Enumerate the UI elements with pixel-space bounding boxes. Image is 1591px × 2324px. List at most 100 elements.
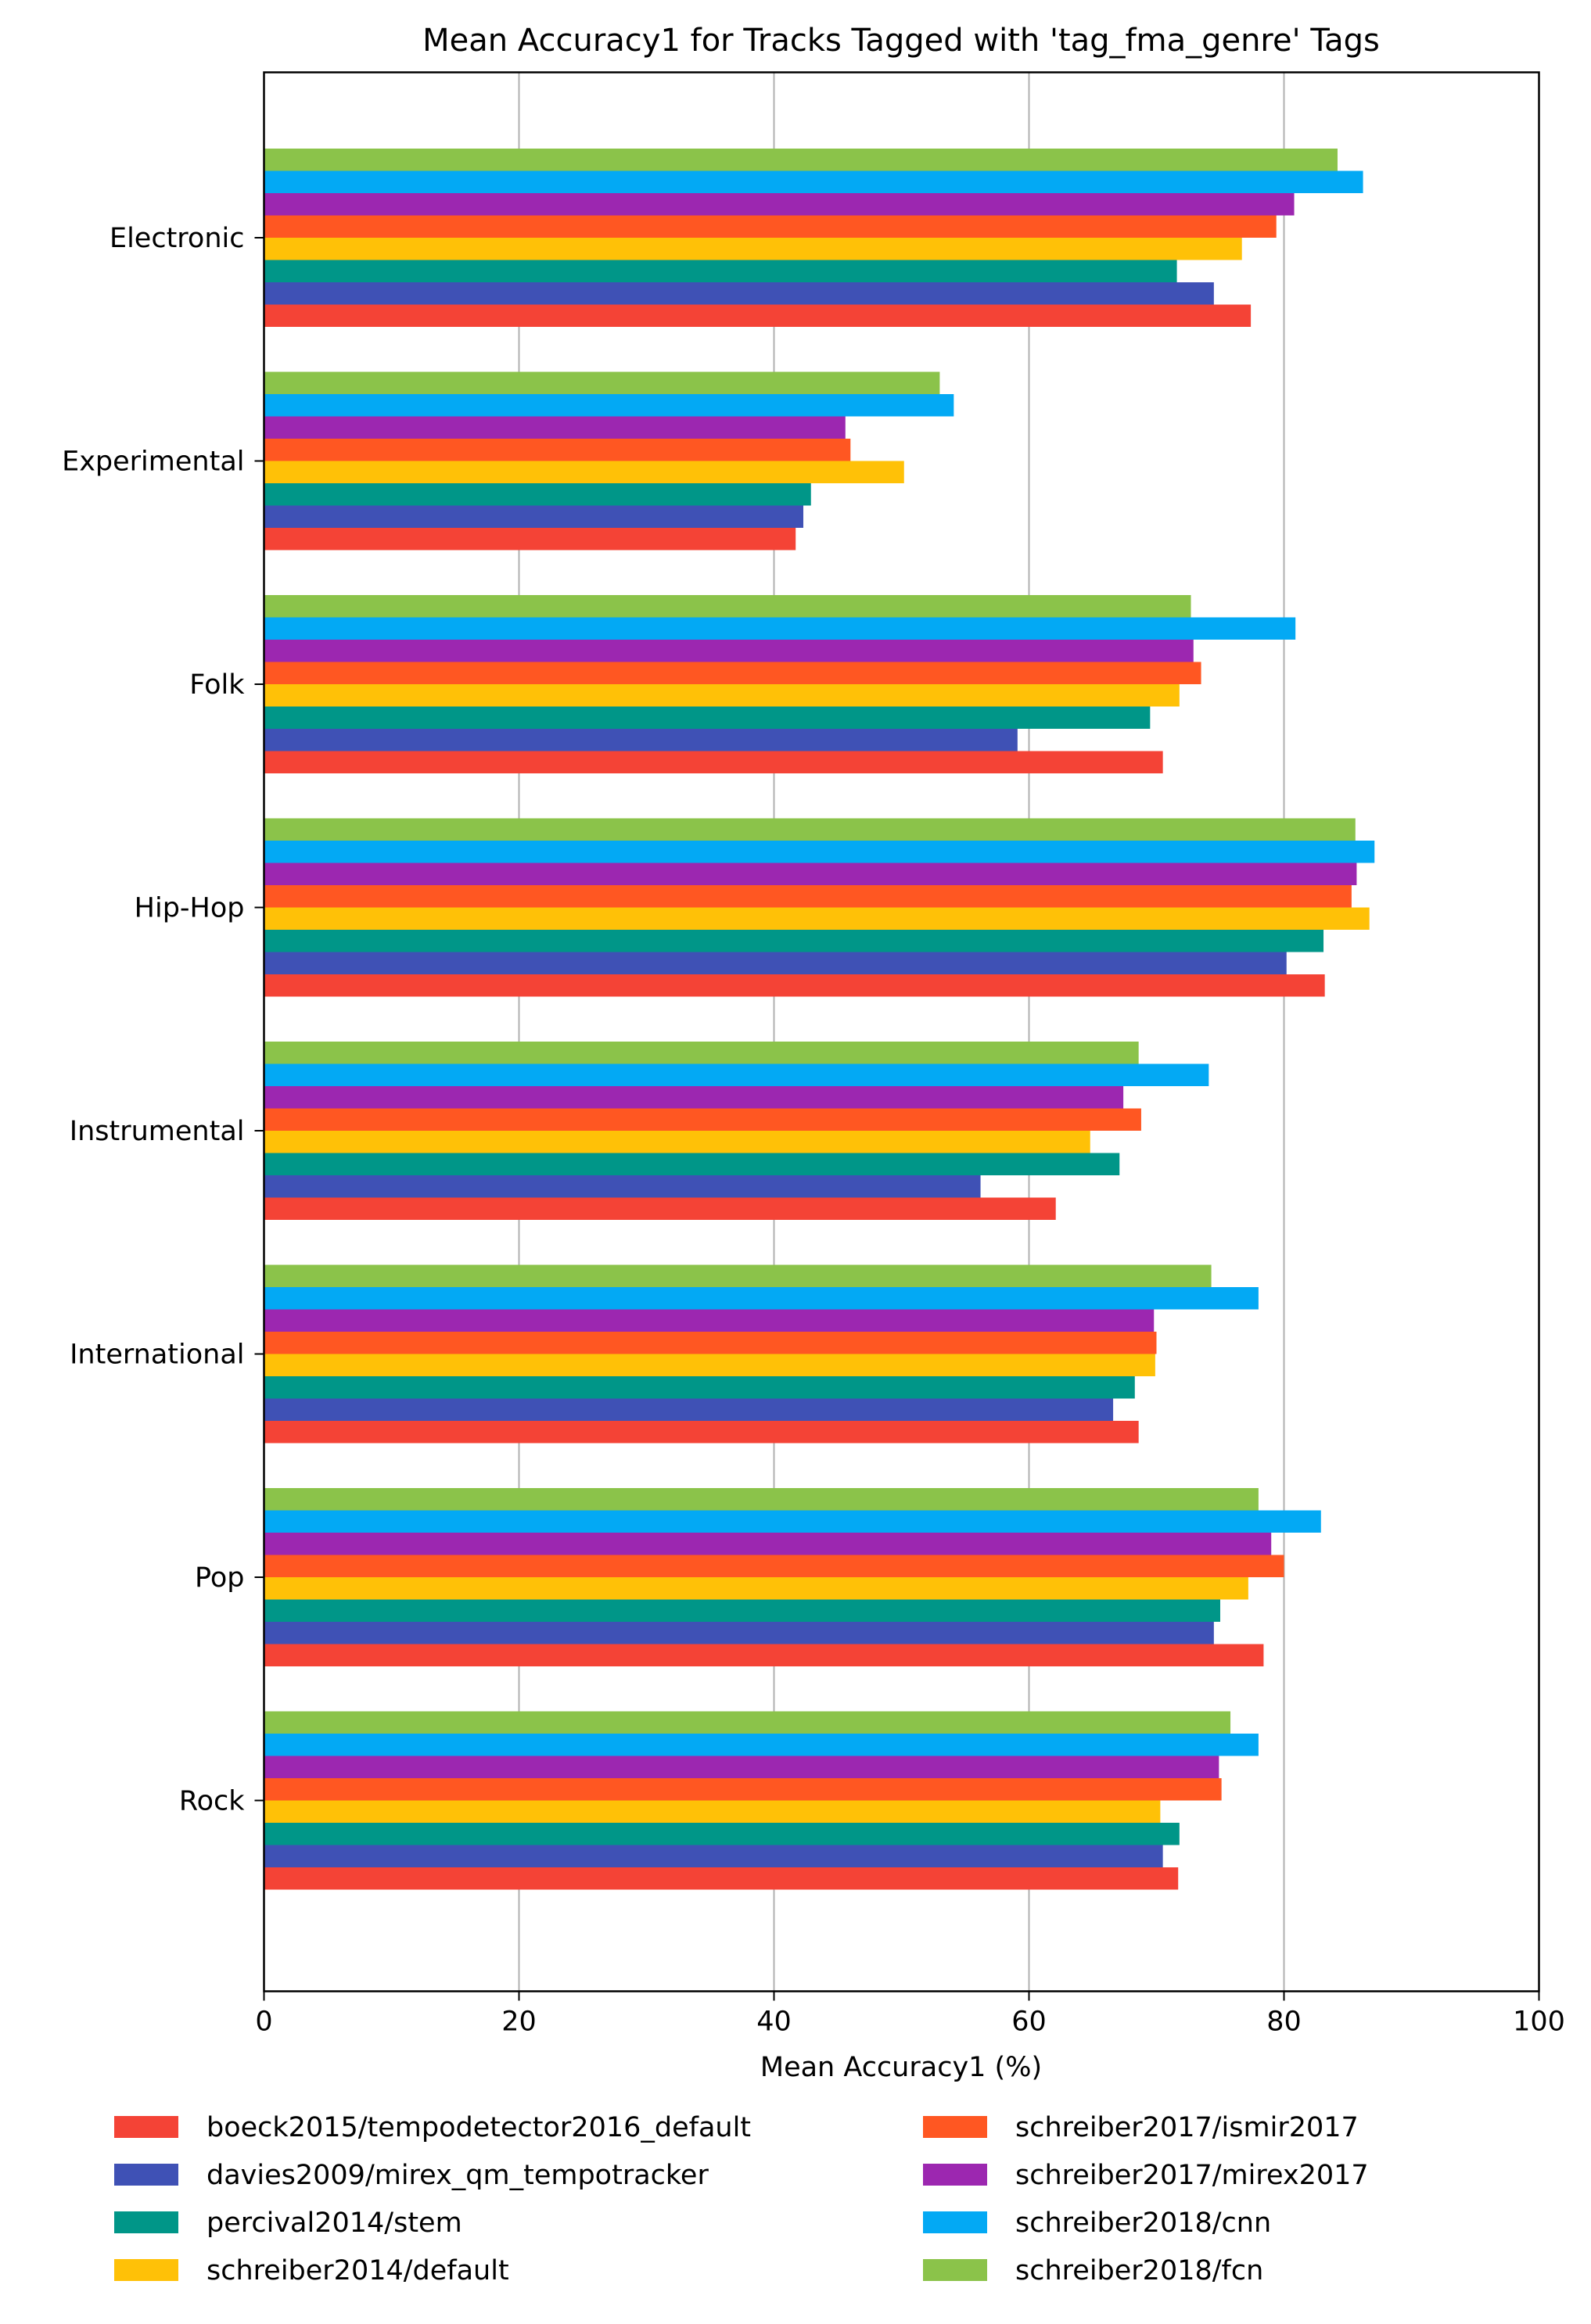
legend-swatch-schreiber2014-default (114, 2259, 178, 2281)
bar-hip-hop-schreiber2017-ismir2017 (264, 885, 1352, 908)
bar-pop-schreiber2017-ismir2017 (264, 1555, 1284, 1577)
bar-folk-schreiber2014-default (264, 684, 1180, 707)
bar-rock-schreiber2018-cnn (264, 1734, 1259, 1756)
bar-folk-schreiber2017-mirex2017 (264, 640, 1194, 662)
bar-electronic-boeck2015-tempodetector2016-default (264, 304, 1252, 327)
legend-label-percival2014-stem: percival2014/stem (207, 2207, 462, 2239)
x-tick-label-100: 100 (1513, 2007, 1565, 2038)
y-tick-label-hip-hop: Hip-Hop (135, 893, 245, 924)
bar-hip-hop-schreiber2018-cnn (264, 841, 1375, 863)
bar-electronic-schreiber2017-mirex2017 (264, 193, 1295, 216)
bar-international-davies2009-mirex-qm-tempotracker (264, 1398, 1114, 1421)
axis-ticks: 0 20 40 60 80 100 Electronic Experimental Folk Hi… (62, 223, 1565, 2038)
bar-electronic-schreiber2018-cnn (264, 170, 1363, 193)
bar-rock-percival2014-stem (264, 1823, 1180, 1845)
x-tick-label-20: 20 (501, 2007, 537, 2038)
bar-international-schreiber2018-cnn (264, 1287, 1259, 1310)
bar-folk-boeck2015-tempodetector2016-default (264, 751, 1163, 773)
y-tick-label-folk: Folk (189, 669, 245, 701)
bar-hip-hop-schreiber2018-fcn (264, 818, 1356, 841)
bar-experimental-percival2014-stem (264, 483, 811, 506)
bar-experimental-schreiber2017-mirex2017 (264, 416, 846, 439)
bar-instrumental-schreiber2017-ismir2017 (264, 1108, 1141, 1131)
y-tick-label-international: International (70, 1340, 244, 1371)
bar-rock-davies2009-mirex-qm-tempotracker (264, 1845, 1163, 1867)
legend: boeck2015/tempodetector2016_defaultdavie… (114, 2112, 1369, 2286)
bar-pop-schreiber2014-default (264, 1577, 1248, 1600)
bar-hip-hop-schreiber2014-default (264, 907, 1370, 930)
bar-instrumental-schreiber2018-cnn (264, 1063, 1209, 1086)
legend-swatch-schreiber2017-mirex2017 (923, 2164, 987, 2186)
bar-electronic-schreiber2014-default (264, 238, 1242, 260)
legend-swatch-percival2014-stem (114, 2211, 178, 2233)
bar-experimental-boeck2015-tempodetector2016-default (264, 528, 796, 551)
y-tick-label-instrumental: Instrumental (70, 1116, 245, 1147)
bar-folk-davies2009-mirex-qm-tempotracker (264, 729, 1018, 751)
plot-frame (263, 71, 1540, 1992)
bar-international-schreiber2017-ismir2017 (264, 1332, 1157, 1354)
chart-title: Mean Accuracy1 for Tracks Tagged with 't… (422, 23, 1380, 59)
bar-experimental-schreiber2018-cnn (264, 394, 954, 417)
x-axis-label: Mean Accuracy1 (%) (760, 2052, 1042, 2083)
bar-pop-schreiber2017-mirex2017 (264, 1533, 1272, 1555)
bar-pop-schreiber2018-fcn (264, 1488, 1259, 1511)
bar-international-percival2014-stem (264, 1376, 1135, 1399)
bar-pop-boeck2015-tempodetector2016-default (264, 1644, 1264, 1666)
bar-experimental-schreiber2017-ismir2017 (264, 439, 851, 461)
bar-rock-boeck2015-tempodetector2016-default (264, 1867, 1179, 1890)
bar-instrumental-davies2009-mirex-qm-tempotracker (264, 1175, 981, 1198)
legend-label-schreiber2018-cnn: schreiber2018/cnn (1015, 2207, 1271, 2239)
grid-lines (518, 72, 1285, 1992)
bar-rock-schreiber2017-mirex2017 (264, 1756, 1219, 1778)
legend-label-schreiber2018-fcn: schreiber2018/fcn (1015, 2255, 1263, 2286)
bars (264, 149, 1375, 1890)
bar-folk-schreiber2018-cnn (264, 617, 1296, 640)
legend-swatch-schreiber2017-ismir2017 (923, 2116, 987, 2138)
legend-label-davies2009-mirex-qm-tempotracker: davies2009/mirex_qm_tempotracker (207, 2160, 709, 2191)
bar-international-schreiber2017-mirex2017 (264, 1309, 1155, 1332)
bar-pop-percival2014-stem (264, 1599, 1220, 1622)
x-tick-label-60: 60 (1011, 2007, 1047, 2038)
bar-electronic-schreiber2017-ismir2017 (264, 215, 1277, 238)
bar-instrumental-boeck2015-tempodetector2016-default (264, 1197, 1056, 1220)
y-tick-label-rock: Rock (179, 1786, 245, 1817)
bar-electronic-schreiber2018-fcn (264, 149, 1338, 171)
legend-label-schreiber2017-ismir2017: schreiber2017/ismir2017 (1015, 2112, 1359, 2143)
bar-rock-schreiber2014-default (264, 1800, 1161, 1823)
x-tick-label-80: 80 (1266, 2007, 1302, 2038)
bar-pop-davies2009-mirex-qm-tempotracker (264, 1622, 1214, 1644)
legend-label-schreiber2014-default: schreiber2014/default (207, 2255, 509, 2286)
legend-swatch-davies2009-mirex-qm-tempotracker (114, 2164, 178, 2186)
bar-instrumental-percival2014-stem (264, 1153, 1120, 1175)
y-tick-label-experimental: Experimental (62, 447, 244, 478)
x-tick-label-0: 0 (255, 2007, 272, 2038)
legend-swatch-schreiber2018-fcn (923, 2259, 987, 2281)
bar-pop-schreiber2018-cnn (264, 1510, 1321, 1533)
bar-experimental-schreiber2018-fcn (264, 371, 940, 394)
bar-rock-schreiber2018-fcn (264, 1711, 1231, 1734)
bar-instrumental-schreiber2014-default (264, 1131, 1090, 1153)
bar-international-schreiber2014-default (264, 1354, 1155, 1376)
x-tick-label-40: 40 (756, 2007, 792, 2038)
bar-folk-schreiber2018-fcn (264, 595, 1191, 618)
bar-experimental-davies2009-mirex-qm-tempotracker (264, 505, 803, 528)
legend-label-boeck2015-tempodetector2016-default: boeck2015/tempodetector2016_default (207, 2112, 751, 2143)
bar-rock-schreiber2017-ismir2017 (264, 1778, 1222, 1801)
bar-electronic-percival2014-stem (264, 260, 1177, 282)
bar-folk-schreiber2017-ismir2017 (264, 662, 1201, 684)
bar-international-schreiber2018-fcn (264, 1264, 1212, 1287)
legend-label-schreiber2017-mirex2017: schreiber2017/mirex2017 (1015, 2160, 1369, 2191)
bar-hip-hop-schreiber2017-mirex2017 (264, 863, 1357, 885)
bar-hip-hop-percival2014-stem (264, 930, 1324, 952)
bar-instrumental-schreiber2018-fcn (264, 1042, 1139, 1064)
bar-experimental-schreiber2014-default (264, 461, 904, 483)
bar-hip-hop-davies2009-mirex-qm-tempotracker (264, 952, 1287, 974)
bar-hip-hop-boeck2015-tempodetector2016-default (264, 974, 1325, 997)
legend-swatch-schreiber2018-cnn (923, 2211, 987, 2233)
legend-swatch-boeck2015-tempodetector2016-default (114, 2116, 178, 2138)
bar-folk-percival2014-stem (264, 706, 1151, 729)
y-tick-label-electronic: Electronic (110, 223, 245, 254)
bar-international-boeck2015-tempodetector2016-default (264, 1421, 1139, 1444)
bar-electronic-davies2009-mirex-qm-tempotracker (264, 282, 1214, 305)
